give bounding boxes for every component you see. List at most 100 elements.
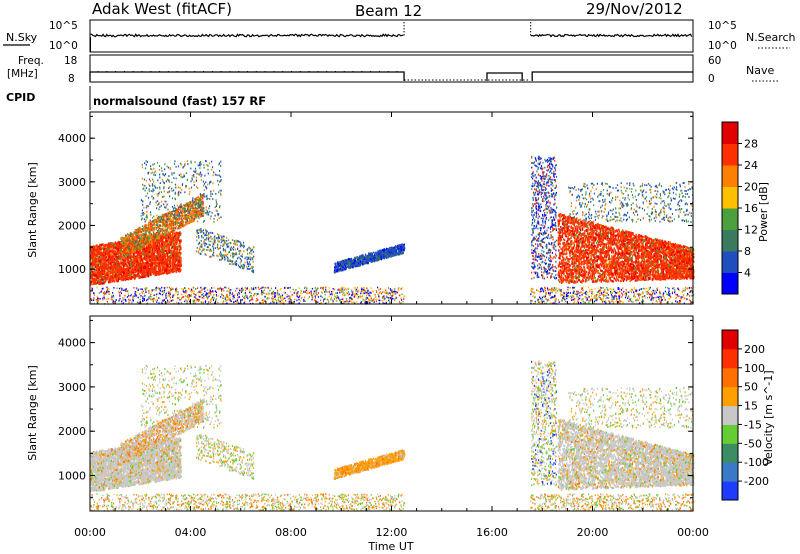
scatter-cell: [366, 302, 369, 305]
freq-dot: [123, 71, 125, 72]
scatter-cell: [389, 301, 391, 303]
scatter-cell: [134, 293, 136, 295]
scatter-cell: [105, 263, 108, 266]
scatter-cell: [99, 265, 102, 268]
scatter-cell: [115, 248, 118, 251]
scatter-cell: [308, 296, 310, 298]
scatter-cell: [616, 300, 618, 303]
scatter-cell: [278, 293, 280, 296]
scatter-cell: [252, 298, 254, 301]
scatter-cell: [296, 295, 298, 298]
scatter-cell: [102, 251, 105, 254]
scatter-cell: [106, 244, 108, 247]
scatter-cell: [140, 271, 143, 274]
scatter-cell: [187, 298, 189, 300]
scatter-cell: [153, 262, 155, 265]
scatter-cell: [691, 291, 693, 294]
scatter-cell: [216, 295, 218, 298]
scatter-cell: [170, 238, 172, 241]
scatter-cell: [136, 249, 139, 252]
scatter-cell: [326, 298, 328, 301]
scatter-cell: [366, 297, 368, 299]
scatter-cell: [582, 297, 584, 300]
scatter-cell: [132, 299, 134, 302]
scatter-cell: [347, 287, 349, 290]
scatter-cell: [136, 263, 139, 266]
scatter-cell: [114, 251, 116, 254]
scatter-cell: [95, 246, 97, 249]
scatter-cell: [294, 290, 296, 292]
scatter-cell: [252, 288, 255, 291]
scatter-cell: [176, 245, 178, 248]
scatter-cell: [111, 299, 113, 301]
scatter-cell: [293, 300, 295, 303]
scatter-cell: [112, 256, 115, 259]
scatter-cell: [112, 265, 115, 268]
scatter-cell: [662, 294, 664, 296]
scatter-cell: [193, 286, 195, 289]
scatter-cell: [217, 301, 219, 304]
scatter-cell: [652, 292, 654, 295]
scatter-cell: [90, 259, 92, 262]
scatter-cell: [151, 254, 153, 257]
scatter-cell: [310, 290, 312, 293]
scatter-cell: [117, 250, 119, 253]
scatter-cell: [153, 299, 155, 302]
scatter-cell: [156, 299, 158, 301]
scatter-cell: [149, 273, 151, 276]
scatter-cell: [93, 279, 95, 283]
scatter-cell: [198, 291, 200, 293]
scatter-cell: [122, 299, 124, 301]
scatter-cell: [121, 300, 123, 303]
scatter-cell: [377, 286, 379, 289]
scatter-cell: [94, 274, 96, 277]
scatter-cell: [226, 293, 228, 296]
sky-noise-line-segment-2: [530, 33, 693, 38]
scatter-cell: [117, 269, 119, 272]
scatter-cell: [569, 292, 571, 294]
scatter-cell: [116, 262, 118, 265]
scatter-cell: [602, 301, 604, 303]
scatter-cell: [100, 246, 103, 249]
scatter-cell: [153, 244, 155, 247]
scatter-cell: [232, 298, 234, 300]
scatter-cell: [140, 263, 142, 267]
scatter-cell: [104, 280, 106, 284]
scatter-cell: [159, 246, 161, 249]
scatter-cell: [175, 268, 178, 271]
scatter-cell: [587, 294, 589, 297]
scatter-cell: [180, 296, 182, 299]
scatter-cell: [101, 252, 104, 255]
scatter-cell: [251, 296, 253, 298]
scatter-cell: [98, 281, 100, 284]
scatter-cell: [609, 302, 611, 304]
scatter-cell: [267, 291, 269, 294]
scatter-cell: [678, 289, 681, 291]
scatter-cell: [179, 231, 181, 234]
scatter-cell: [138, 276, 140, 279]
scatter-cell: [92, 282, 94, 286]
scatter-cell: [162, 292, 164, 295]
scatter-cell: [630, 300, 633, 303]
scatter-cell: [263, 292, 265, 295]
scatter-cell: [360, 292, 362, 295]
scatter-cell: [574, 300, 576, 303]
scatter-cell: [131, 260, 133, 263]
scatter-cell: [104, 256, 107, 259]
scatter-cell: [255, 300, 257, 302]
scatter-cell: [335, 297, 338, 299]
scatter-cell: [161, 259, 164, 262]
scatter-cell: [138, 253, 140, 256]
scatter-cell: [142, 274, 144, 277]
scatter-cell: [113, 287, 115, 289]
scatter-cell: [170, 288, 172, 291]
scatter-cell: [153, 239, 156, 243]
scatter-cell: [151, 291, 153, 293]
scatter-cell: [102, 287, 104, 290]
sky-noise-strip: N.Sky 10^5 10^0 10^5 10^0 N.Search: [3, 19, 796, 53]
freq-dot: [255, 71, 257, 72]
scatter-cell: [131, 258, 133, 261]
scatter-cell: [237, 296, 239, 299]
scatter-cell: [674, 291, 676, 294]
freq-dot: [167, 71, 169, 72]
